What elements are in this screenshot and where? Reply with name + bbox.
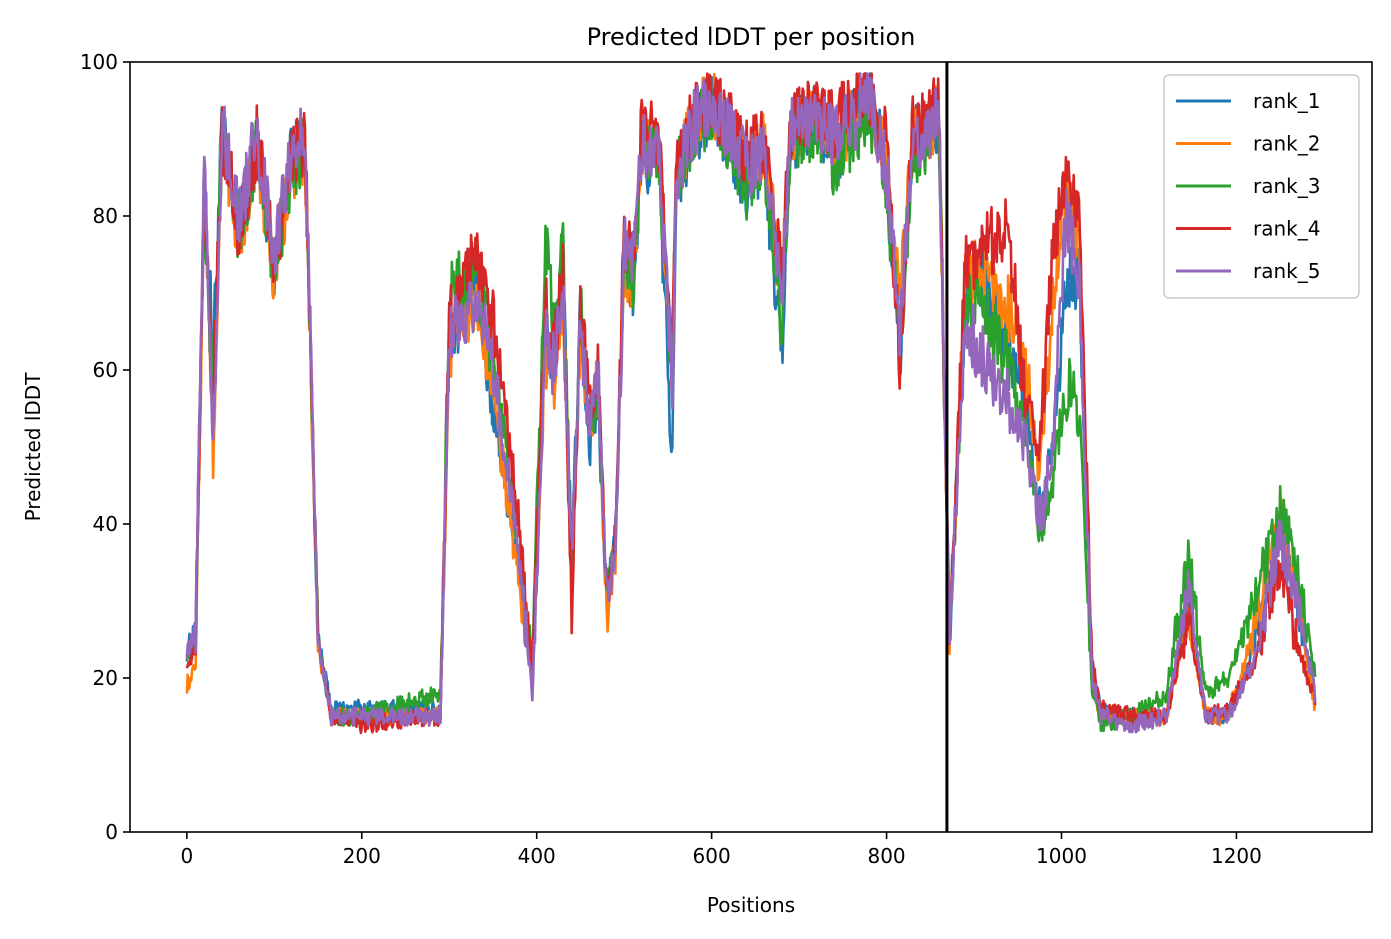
x-axis-ticks: 0 200 400 600 800 1000 1200 [180, 832, 1262, 868]
x-tick-label: 800 [867, 844, 905, 868]
x-tick-label: 0 [180, 844, 193, 868]
y-tick-label: 60 [93, 358, 118, 382]
legend-label: rank_3 [1253, 174, 1320, 198]
y-axis-ticks: 0 20 40 60 80 100 [80, 50, 130, 844]
y-tick-label: 20 [93, 666, 118, 690]
y-tick-label: 100 [80, 50, 118, 74]
legend-box [1163, 74, 1360, 299]
legend-label: rank_4 [1253, 217, 1320, 241]
x-tick-label: 1000 [1036, 844, 1087, 868]
legend-label: rank_5 [1253, 259, 1320, 283]
x-tick-label: 200 [343, 844, 381, 868]
y-tick-label: 80 [93, 204, 118, 228]
plot-area [129, 61, 1373, 833]
x-axis-label: Positions [707, 893, 795, 917]
y-tick-label: 40 [93, 512, 118, 536]
series-line-rank_4 [185, 72, 1317, 735]
x-tick-label: 400 [518, 844, 556, 868]
legend: rank_1 rank_2 rank_3 rank_4 rank_5 [1163, 74, 1360, 299]
legend-label: rank_1 [1253, 89, 1320, 113]
chart-title: Predicted lDDT per position [587, 23, 916, 51]
plot-frame [129, 61, 1373, 833]
y-tick-label: 0 [105, 820, 118, 844]
legend-label: rank_2 [1253, 132, 1320, 156]
series-layer [185, 72, 1317, 735]
x-tick-label: 600 [693, 844, 731, 868]
series-line-rank_5 [185, 72, 1317, 734]
y-axis-label: Predicted lDDT [21, 372, 45, 522]
x-tick-label: 1200 [1211, 844, 1262, 868]
